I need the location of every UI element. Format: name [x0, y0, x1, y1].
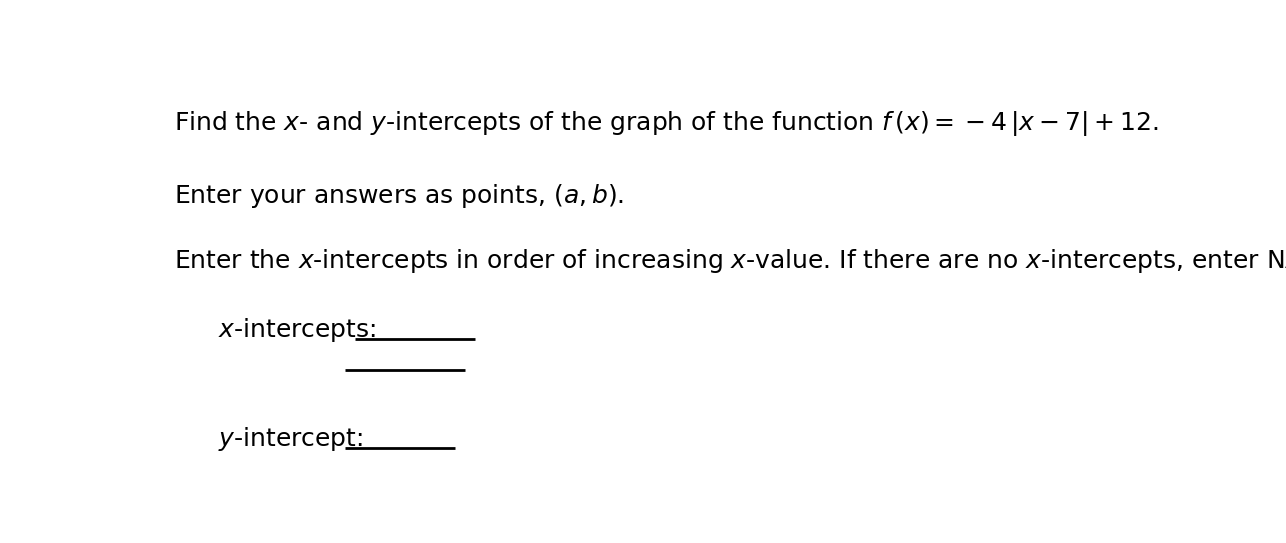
- Text: Enter your answers as points, $(a, b)$.: Enter your answers as points, $(a, b)$.: [174, 182, 624, 210]
- Text: $y$-intercept:: $y$-intercept:: [217, 425, 363, 453]
- Text: $x$-intercepts:: $x$-intercepts:: [217, 316, 376, 344]
- Text: Find the $x$- and $y$-intercepts of the graph of the function $f\,(x) = -4\,|x -: Find the $x$- and $y$-intercepts of the …: [174, 109, 1157, 138]
- Text: Enter the $x$-intercepts in order of increasing $x$-value. If there are no $x$-i: Enter the $x$-intercepts in order of inc…: [174, 247, 1286, 275]
